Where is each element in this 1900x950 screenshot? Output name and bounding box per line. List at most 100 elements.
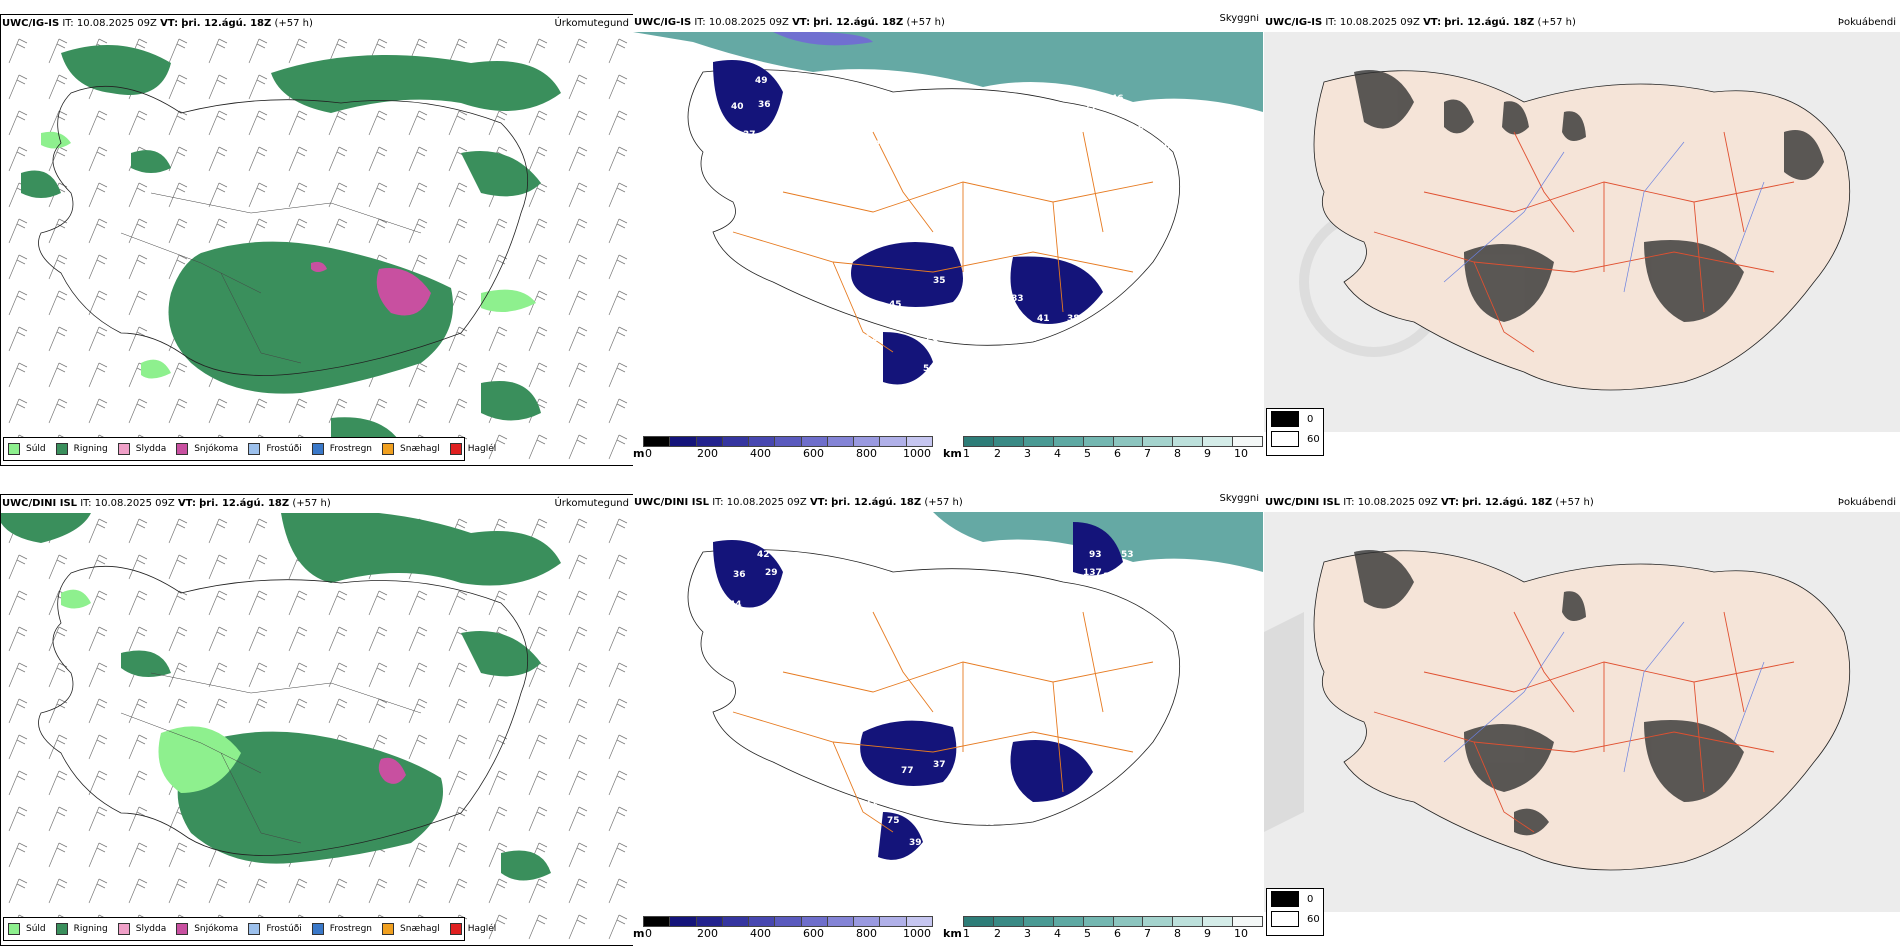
visibility-value: 77 (901, 766, 914, 776)
visibility-value: 36 (758, 100, 771, 110)
visibility-value: 49 (755, 76, 768, 86)
visibility-value: 39 (909, 838, 922, 848)
visibility-value: 28 (786, 102, 799, 112)
visibility-panel-1: UWC/IG-IS IT: 10.08.2025 09Z VT: þri. 12… (633, 14, 1263, 466)
visibility-value: 30 (909, 864, 922, 874)
legend-item: Slydda (117, 443, 166, 455)
legend-item: Haglél (449, 443, 496, 455)
visibility-colorbar-high: km 1 2 3 4 5 6 7 8 9 10 (943, 916, 1263, 942)
visibility-value: 24 (1065, 848, 1078, 858)
precip-map (1, 513, 633, 945)
legend-item: Snjókoma (176, 923, 238, 935)
visibility-value: 44 (729, 600, 742, 610)
precip-legend: Súld Rigning Slydda Snjókoma Frostúði Fr… (3, 917, 496, 941)
visibility-value: 71 (865, 798, 878, 808)
visibility-value: 40 (731, 102, 744, 112)
visibility-value: 58 (1015, 814, 1028, 824)
legend-item: Súld (8, 923, 46, 935)
visibility-value: 46 (971, 814, 984, 824)
visibility-value: 40 (889, 796, 902, 806)
fog-panel-1: UWC/IG-IS IT: 10.08.2025 09Z VT: þri. 12… (1264, 14, 1900, 466)
legend-item: Rigning (55, 923, 108, 935)
legend-item: Súld (8, 443, 46, 455)
panel-title: Þokuábendi (1837, 17, 1896, 28)
visibility-value: 115 (1103, 572, 1122, 582)
valid-time: þri. 12.ágú. 18Z (1462, 497, 1553, 508)
init-time: 10.08.2025 09Z (94, 498, 175, 509)
init-time: 10.08.2025 09Z (708, 17, 789, 28)
visibility-value: 55 (931, 376, 944, 386)
visibility-value: 792 (865, 120, 884, 130)
visibility-value: 51 (823, 132, 836, 142)
visibility-value: 42 (1086, 318, 1099, 328)
legend-item: 0 (1267, 409, 1323, 429)
visibility-value: 58 (837, 368, 850, 378)
legend-item: Frostregn (311, 443, 372, 455)
panel-header: UWC/DINI ISL IT: 10.08.2025 09Z VT: þri.… (634, 497, 963, 508)
visibility-value: 27 (1085, 102, 1098, 112)
visibility-colorbar-low: m 0 200 400 600 800 1000 (633, 916, 933, 942)
visibility-value: 68 (991, 760, 1004, 770)
visibility-value: 45 (889, 300, 902, 310)
legend-item: Snæhagl (382, 443, 440, 455)
visibility-map (633, 32, 1263, 432)
visibility-value: 32 (1053, 354, 1066, 364)
model-name: UWC/IG-IS (1265, 17, 1323, 28)
panel-header: UWC/DINI ISL IT: 10.08.2025 09Z VT: þri.… (2, 498, 331, 509)
visibility-value: 52 (868, 140, 881, 150)
visibility-value: 35 (919, 394, 932, 404)
model-name: UWC/DINI ISL (634, 497, 710, 508)
panel-title: Skyggni (1219, 14, 1259, 24)
visibility-value: 52 (865, 334, 878, 344)
valid-time: þri. 12.ágú. 18Z (181, 18, 272, 29)
fog-legend: 0 60 (1266, 408, 1324, 456)
visibility-value: 63 (1035, 806, 1048, 816)
visibility-value: 93 (1089, 550, 1102, 560)
fog-panel-2: UWC/DINI ISL IT: 10.08.2025 09Z VT: þri.… (1264, 494, 1900, 946)
visibility-value: 36 (861, 300, 874, 310)
visibility-value: 10 (999, 368, 1012, 378)
visibility-value: 44 (915, 788, 928, 798)
visibility-value: 137 (1083, 568, 1102, 578)
visibility-value: 892 (958, 107, 977, 117)
visibility-value: 49 (793, 856, 806, 866)
visibility-colorbar-low: m 0 200 400 600 800 1000 (633, 436, 933, 462)
visibility-value: 638 (963, 840, 982, 850)
visibility-value: 460 (1141, 588, 1160, 598)
visibility-value: 40 (811, 788, 824, 798)
init-time: 10.08.2025 09Z (76, 18, 157, 29)
visibility-map (633, 512, 1263, 912)
init-time: 10.08.2025 09Z (1339, 17, 1420, 28)
legend-item: Snjókoma (176, 443, 238, 455)
model-name: UWC/IG-IS (634, 17, 692, 28)
legend-item: Frostregn (311, 923, 372, 935)
visibility-value: 75 (887, 816, 900, 826)
lead-time: (+57 h) (292, 498, 331, 509)
visibility-value: 25 (1111, 126, 1124, 136)
model-name: UWC/DINI ISL (2, 498, 78, 509)
valid-time: þri. 12.ágú. 18Z (1444, 17, 1535, 28)
panel-title: Úrkomutegund (554, 18, 629, 29)
visibility-value: 37 (933, 760, 946, 770)
visibility-value: 29 (765, 568, 778, 578)
visibility-value: 36 (733, 570, 746, 580)
panel-header: UWC/DINI ISL IT: 10.08.2025 09Z VT: þri.… (1265, 497, 1594, 508)
visibility-value: 26 (915, 408, 928, 418)
visibility-value: 44 (1001, 314, 1014, 324)
visibility-value: 41 (1037, 314, 1050, 324)
init-time: 10.08.2025 09Z (726, 497, 807, 508)
visibility-value: 32 (811, 602, 824, 612)
visibility-value: 42 (757, 550, 770, 560)
visibility-panel-2: UWC/DINI ISL IT: 10.08.2025 09Z VT: þri.… (633, 494, 1263, 946)
visibility-value: 46 (1111, 94, 1124, 104)
visibility-value: 38 (891, 320, 904, 330)
legend-item: Frostúði (248, 443, 302, 455)
panel-title: Þokuábendi (1837, 497, 1896, 508)
visibility-value: 53 (1121, 550, 1134, 560)
lead-time: (+57 h) (924, 497, 963, 508)
lead-time: (+57 h) (1537, 17, 1576, 28)
fog-legend: 0 60 (1266, 888, 1324, 936)
visibility-value: 46 (933, 850, 946, 860)
visibility-value: 61 (797, 334, 810, 344)
precip-panel-1: UWC/IG-IS IT: 10.08.2025 09Z VT: þri. 12… (0, 14, 634, 466)
